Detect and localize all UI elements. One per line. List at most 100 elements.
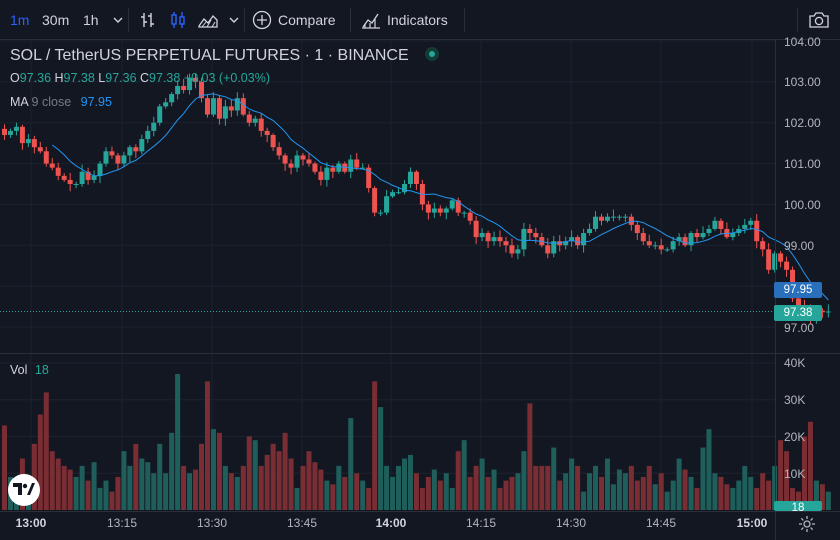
price-axis-label: 100.00 [784, 198, 821, 212]
candle-body [348, 159, 354, 172]
high-label: H [54, 71, 64, 85]
volume-bar [718, 476, 724, 510]
candle-body [491, 237, 497, 242]
time-axis-label: 14:30 [555, 516, 587, 530]
interval-1m-button[interactable]: 1m [10, 12, 30, 28]
volume-bar [587, 473, 593, 510]
volume-axis-label: 40K [784, 356, 806, 370]
volume-bar [360, 480, 366, 510]
candle-body [634, 224, 640, 234]
candle-body [264, 130, 270, 135]
candle-body [449, 200, 455, 209]
volume-bar [109, 491, 115, 510]
volume-bar [43, 392, 49, 510]
volume-bar [73, 476, 79, 510]
candle-body [443, 208, 449, 213]
candle-body [139, 139, 145, 152]
volume-bar [163, 473, 169, 510]
volume-bar [240, 465, 246, 510]
screenshot-button[interactable] [808, 0, 830, 40]
toolbar-divider [244, 8, 245, 32]
settings-icon [799, 516, 815, 532]
volume-axis-label: 20K [784, 430, 806, 444]
volume-bar [175, 374, 181, 510]
volume-bar [760, 473, 766, 510]
volume-bar [282, 432, 288, 510]
candle-body [85, 171, 91, 180]
candle-body [551, 241, 557, 254]
volume-label: Vol [10, 363, 28, 377]
last-volume-tag: 18 [774, 501, 822, 511]
interval-1h-button[interactable]: 1h [83, 12, 99, 28]
volume-bar [485, 476, 491, 510]
price-axis-label: 103.00 [784, 75, 821, 89]
candle-body [109, 151, 115, 156]
candle-body [222, 106, 228, 119]
volume-bars [2, 374, 831, 510]
volume-bar [724, 484, 730, 510]
volume-bar [294, 487, 300, 510]
candle-body [360, 167, 366, 169]
candle-body [19, 126, 25, 144]
candle-body [431, 208, 437, 213]
interval-30m-button[interactable]: 30m [42, 12, 70, 28]
volume-bar [736, 480, 742, 510]
candle-body [437, 208, 443, 213]
camera-icon [809, 12, 829, 28]
time-axis-label: 15:00 [736, 516, 768, 530]
chart-type-dropdown-button[interactable] [228, 0, 240, 40]
last-price-tag: 97.38 [774, 305, 822, 321]
time-axis-label: 13:00 [15, 516, 47, 530]
candle-body [151, 122, 157, 131]
volume-bar [228, 473, 234, 510]
candle-body [825, 311, 831, 313]
price-axis-label: 97.00 [784, 321, 815, 335]
area-icon [198, 14, 218, 28]
toolbar-divider [464, 8, 465, 32]
candle-body [61, 175, 67, 180]
candle-body [622, 216, 628, 218]
candles-style-button[interactable] [169, 0, 187, 40]
candle-body [67, 179, 73, 184]
volume-bar [169, 432, 175, 510]
volume-bar [151, 473, 157, 510]
candle-body [658, 245, 664, 250]
ma-legend[interactable]: MA 9 close 97.95 [10, 95, 112, 109]
volume-bar [730, 487, 736, 510]
volume-bar [37, 414, 43, 510]
volume-bar [318, 469, 324, 510]
candle-body [157, 106, 163, 123]
bar-style-button[interactable] [139, 0, 157, 40]
volume-bar [628, 465, 634, 510]
candle-body [336, 163, 342, 172]
candle-body [766, 249, 772, 270]
volume-bar [646, 465, 652, 510]
candles-icon [171, 12, 185, 28]
volume-bar [204, 381, 210, 510]
settings-button[interactable] [798, 515, 816, 533]
price-axis-label: 99.00 [784, 239, 815, 253]
candle-body [37, 147, 43, 152]
volume-bar [593, 465, 599, 510]
candle-body [604, 216, 610, 221]
volume-bar [348, 418, 354, 510]
candle-body [509, 245, 515, 254]
candle-body [575, 237, 581, 246]
volume-bar [622, 473, 628, 510]
volume-bar [467, 476, 473, 510]
candle-body [216, 98, 222, 119]
indicators-button[interactable]: Indicators [361, 0, 448, 40]
tradingview-logo[interactable] [8, 474, 40, 506]
bar-style-icon [141, 13, 154, 27]
volume-bar [461, 440, 467, 510]
volume-legend[interactable]: Vol 18 [10, 363, 49, 377]
ma-price-tag: 97.95 [774, 282, 822, 298]
candle-body [25, 139, 31, 144]
area-style-button[interactable] [198, 0, 218, 40]
compare-button[interactable]: Compare [252, 0, 336, 40]
interval-dropdown-button[interactable] [112, 0, 124, 40]
symbol-title[interactable]: SOL / TetherUS PERPETUAL FUTURES [10, 47, 301, 64]
candle-body [425, 204, 431, 213]
candle-body [593, 216, 599, 229]
candle-body [473, 220, 479, 238]
